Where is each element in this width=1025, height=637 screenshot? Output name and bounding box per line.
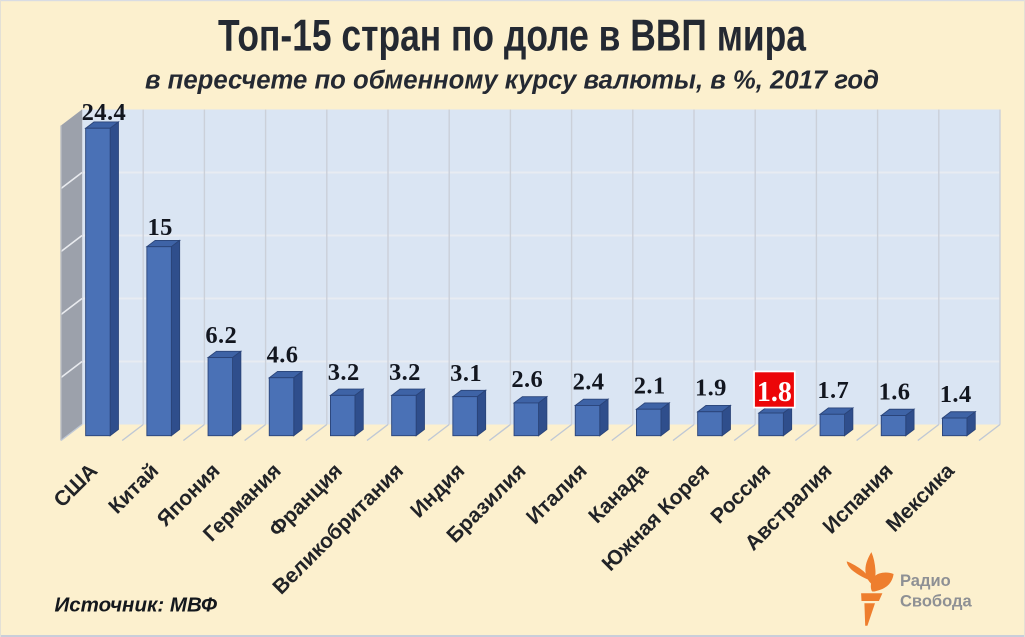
svg-text:в пересчете по обменному курсу: в пересчете по обменному курсу валюты, в… <box>145 67 879 95</box>
svg-text:1.9: 1.9 <box>695 375 727 402</box>
svg-text:2.1: 2.1 <box>634 372 666 399</box>
svg-text:15: 15 <box>147 214 172 241</box>
svg-text:24.4: 24.4 <box>82 99 126 126</box>
svg-text:6.2: 6.2 <box>205 322 237 349</box>
svg-text:3.2: 3.2 <box>389 359 421 386</box>
svg-text:Топ-15 стран по доле в ВВП мир: Топ-15 стран по доле в ВВП мира <box>218 11 807 60</box>
svg-text:1.8: 1.8 <box>757 377 792 408</box>
svg-text:3.2: 3.2 <box>328 359 360 386</box>
svg-text:1.4: 1.4 <box>940 381 972 408</box>
svg-text:Свобода: Свобода <box>900 592 972 610</box>
svg-text:2.4: 2.4 <box>573 369 605 396</box>
svg-text:1.6: 1.6 <box>879 378 911 405</box>
svg-text:Радио: Радио <box>900 572 951 590</box>
svg-text:3.1: 3.1 <box>450 360 482 387</box>
svg-text:2.6: 2.6 <box>511 366 543 393</box>
svg-text:Источник: МВФ: Источник: МВФ <box>55 594 217 617</box>
svg-text:1.7: 1.7 <box>817 377 849 404</box>
svg-text:4.6: 4.6 <box>267 342 299 369</box>
